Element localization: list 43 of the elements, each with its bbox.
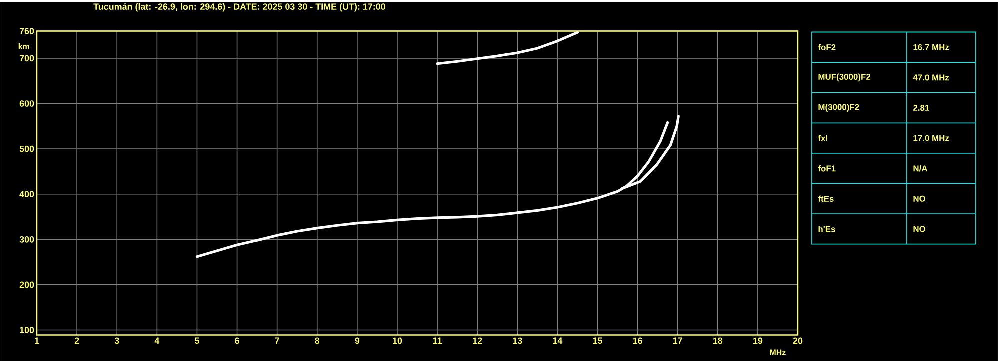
y-tick-label: 400 xyxy=(20,191,34,198)
text: M(3000)F2 xyxy=(818,104,860,112)
y-tick-label: 600 xyxy=(20,100,34,107)
y-tick-label: 300 xyxy=(20,236,34,243)
text: 17.0 MHz xyxy=(914,135,950,142)
y-tick-label: 100 xyxy=(20,326,34,334)
x-tick-label: 14 xyxy=(553,338,563,344)
text: h'Es xyxy=(818,226,836,232)
x-tick-label: 12 xyxy=(473,338,482,344)
x-tick-label: 6 xyxy=(235,338,240,344)
text: 47.0 MHz xyxy=(913,74,950,81)
x-tick-label: 7 xyxy=(275,338,280,344)
y-tick-label: 700 xyxy=(20,55,34,62)
text: NO xyxy=(914,226,926,232)
text: fxI xyxy=(818,135,828,142)
x-tick-label: 4 xyxy=(154,338,160,344)
x-tick-label: 3 xyxy=(114,338,120,344)
text: ftEs xyxy=(818,196,834,202)
y-tick-label: 500 xyxy=(20,146,34,152)
text: MUF(3000)F2 xyxy=(818,74,871,82)
text: foF1 xyxy=(818,165,836,172)
x-tick-label: 5 xyxy=(195,338,200,344)
y-tick-label: 760 xyxy=(20,28,34,34)
text: 2.81 xyxy=(913,104,930,111)
text: NO xyxy=(914,196,926,202)
x-tick-label: 18 xyxy=(713,338,723,344)
x-tick-label: 11 xyxy=(433,338,442,344)
x-tick-label: 2 xyxy=(74,338,80,344)
chart-title: Tucumán (lat: -26.9, lon: 294.6) - DATE: 2025 03 30 - TIME (UT): 17:00 xyxy=(94,3,386,12)
text: 16.7 MHz xyxy=(914,44,950,50)
y-tick-label: 200 xyxy=(20,282,34,288)
x-tick-label: 16 xyxy=(633,338,642,344)
x-tick-label: 20 xyxy=(793,338,803,344)
x-tick-label: 19 xyxy=(754,338,763,344)
x-tick-label: 17 xyxy=(673,338,682,344)
x-tick-label: 9 xyxy=(355,338,360,344)
x-tick-label: 13 xyxy=(513,338,522,344)
x-tick-label: 8 xyxy=(315,338,320,344)
text: N/A xyxy=(914,165,928,172)
x-tick-label: 15 xyxy=(593,338,602,344)
text: foF2 xyxy=(818,44,836,50)
x-tick-label: 1 xyxy=(35,338,40,344)
x-tick-label: 10 xyxy=(393,338,402,344)
